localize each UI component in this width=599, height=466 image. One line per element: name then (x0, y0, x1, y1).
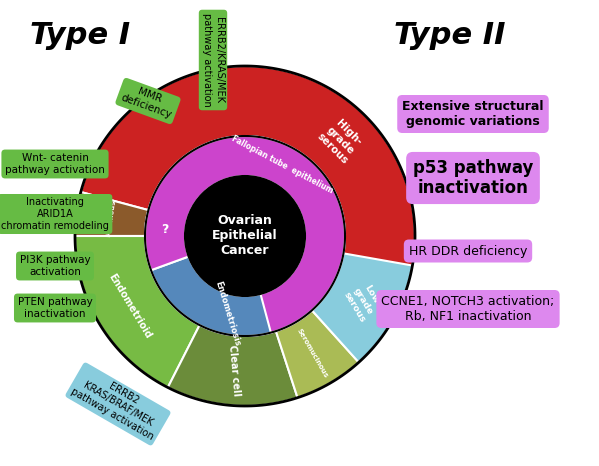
Text: Extensive structural
genomic variations: Extensive structural genomic variations (403, 100, 544, 128)
Text: p53 pathway
inactivation: p53 pathway inactivation (413, 158, 533, 198)
Text: Seromucinous: Seromucinous (296, 327, 329, 379)
Text: Endometrioid: Endometrioid (107, 272, 153, 341)
Circle shape (185, 176, 305, 296)
Text: Type I: Type I (30, 21, 130, 50)
Polygon shape (276, 310, 359, 397)
Text: ?: ? (162, 223, 169, 235)
Text: CCNE1, NOTCH3 activation;
Rb, NF1 inactivation: CCNE1, NOTCH3 activation; Rb, NF1 inacti… (382, 295, 555, 323)
Polygon shape (145, 210, 187, 245)
Text: PI3K pathway
activation: PI3K pathway activation (20, 255, 90, 277)
Text: Clear cell: Clear cell (227, 344, 241, 397)
Text: Mucinous: Mucinous (105, 199, 117, 237)
Polygon shape (75, 192, 149, 236)
Text: Ovarian
Epithelial
Cancer: Ovarian Epithelial Cancer (212, 214, 278, 258)
Polygon shape (151, 256, 316, 336)
Text: Low-
grade
serous: Low- grade serous (341, 279, 385, 324)
Polygon shape (81, 66, 415, 400)
Polygon shape (75, 236, 199, 387)
Text: Wnt- catenin
pathway activation: Wnt- catenin pathway activation (5, 153, 105, 175)
Text: Endometriosis: Endometriosis (213, 281, 242, 348)
Text: Inactivating
ARID1A
chromatin remodeling: Inactivating ARID1A chromatin remodeling (1, 198, 109, 231)
Polygon shape (312, 254, 413, 363)
Text: ERRB2/KRAS/MEK
pathway activation: ERRB2/KRAS/MEK pathway activation (202, 13, 224, 107)
Text: ERRB2
KRAS/BRAF/MEK
pathway activation: ERRB2 KRAS/BRAF/MEK pathway activation (69, 366, 167, 442)
Text: PTEN pathway
inactivation: PTEN pathway inactivation (17, 297, 92, 319)
Polygon shape (145, 136, 345, 333)
Text: Type II: Type II (394, 21, 506, 50)
Text: MMR
deficiency: MMR deficiency (119, 82, 177, 120)
Polygon shape (168, 325, 298, 406)
Text: Fallopian tube  epithelium: Fallopian tube epithelium (229, 134, 334, 196)
Text: High-
grade
serous: High- grade serous (315, 115, 366, 166)
Text: HR DDR deficiency: HR DDR deficiency (409, 245, 527, 258)
